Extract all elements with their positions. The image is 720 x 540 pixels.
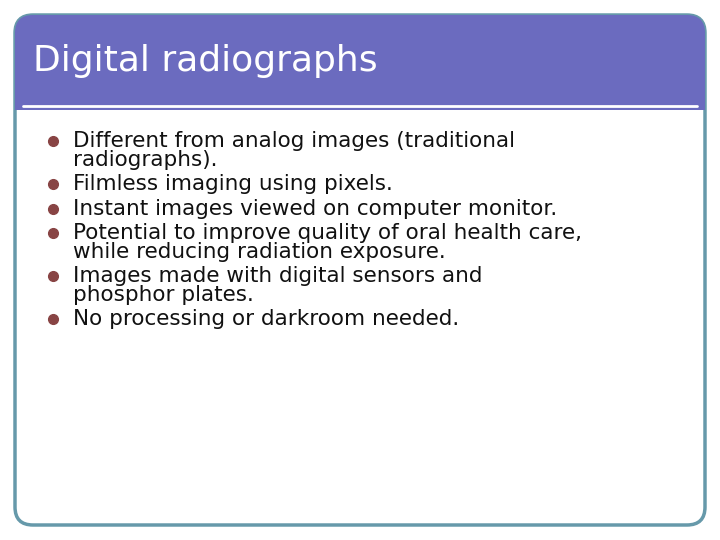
Text: phosphor plates.: phosphor plates. (73, 285, 254, 305)
FancyBboxPatch shape (15, 15, 705, 525)
Text: Potential to improve quality of oral health care,: Potential to improve quality of oral hea… (73, 223, 582, 243)
Text: Digital radiographs: Digital radiographs (33, 44, 377, 78)
Text: Filmless imaging using pixels.: Filmless imaging using pixels. (73, 174, 393, 194)
Text: while reducing radiation exposure.: while reducing radiation exposure. (73, 242, 446, 262)
Bar (15, 63, 705, 110)
Text: radiographs).: radiographs). (73, 150, 217, 170)
Text: No processing or darkroom needed.: No processing or darkroom needed. (73, 309, 459, 329)
Text: Different from analog images (traditional: Different from analog images (traditiona… (73, 131, 515, 151)
Text: Instant images viewed on computer monitor.: Instant images viewed on computer monito… (73, 199, 557, 219)
FancyBboxPatch shape (15, 15, 705, 110)
Text: Images made with digital sensors and: Images made with digital sensors and (73, 266, 482, 286)
